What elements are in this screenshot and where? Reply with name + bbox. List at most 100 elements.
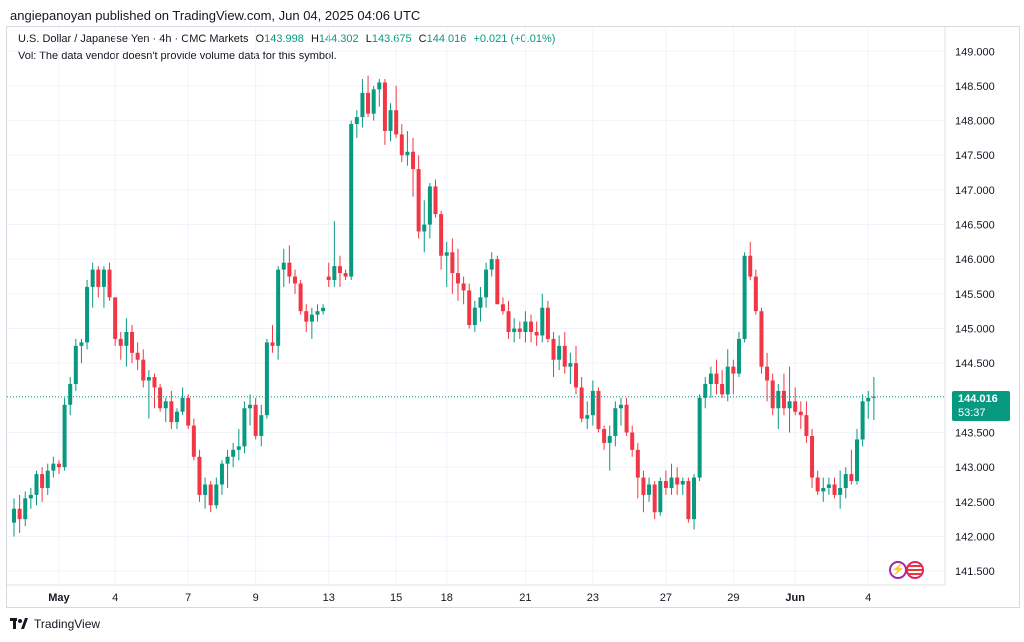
candle-body [838,487,843,495]
candle-body [337,266,342,274]
candle-body [332,266,337,281]
candle [579,377,584,423]
time-axis: May 4 7 9 13 15 18 21 23 27 29 Jun 4 [48,592,871,604]
x-tick-label: 18 [441,592,453,604]
us-flag-icon[interactable] [906,561,924,579]
candle [686,477,691,523]
candle [366,75,371,118]
candle [562,331,567,374]
candle [180,387,185,416]
candle [169,390,174,430]
candle [208,481,213,513]
candle [174,408,179,430]
candle-body [821,487,826,492]
candle [354,110,359,138]
candle-body [602,429,607,443]
chart-grid [7,27,946,586]
x-tick-label: 29 [727,592,739,604]
candle [534,321,539,346]
candle-body [725,366,730,395]
footer-brand: TradingView [10,617,100,631]
high-label: H [310,33,319,45]
candle-body [276,269,281,346]
candle-body [214,484,219,506]
candle [770,373,775,416]
candle [838,470,843,509]
candle-body [107,269,112,298]
candle [821,477,826,502]
candle [349,120,354,281]
symbol-title[interactable]: U.S. Dollar / Japanese Yen · 4h · CMC Ma… [18,33,249,45]
candle-body [321,307,326,312]
candle-body [203,484,208,495]
candle-body [736,338,741,374]
candle [73,338,78,391]
candle-body [219,463,224,485]
candle-body [411,151,416,170]
candle [742,252,747,343]
candle [826,477,831,495]
candle [540,293,545,343]
candle [798,401,803,430]
candle [315,304,320,322]
candle-body [377,82,382,90]
candle-body [568,363,573,367]
candle [517,321,522,339]
price-axis: 149.000 148.500 148.000 147.500 147.000 146.5… [955,46,995,578]
candle [545,300,550,343]
candle [551,331,556,378]
candle [45,463,50,495]
candle [669,463,674,495]
candle [146,370,151,419]
candle [62,397,67,471]
lightning-icon[interactable]: ⚡ [889,561,907,579]
candle-body [293,276,297,284]
chart-frame [6,26,1020,608]
candle [219,460,224,495]
candle-body [135,352,140,360]
candle [203,477,208,509]
candle [17,494,22,534]
candle-body [697,397,702,478]
candle-body [590,390,595,416]
candle [652,481,657,520]
candle-body [551,338,556,360]
candle [574,345,578,395]
candle-body [714,373,719,384]
candle [321,304,326,315]
candle-body [152,377,157,388]
candle [107,262,112,301]
candle-body [467,290,472,326]
candle-body [130,331,135,353]
candle-body [759,311,764,367]
y-tick-label: 149.000 [955,46,995,58]
candle [596,387,601,433]
low-value: 143.675 [371,33,412,45]
candle-body [512,328,517,332]
x-tick-label: 7 [185,592,191,604]
candle-body [607,435,612,443]
candle-body [68,383,73,405]
open-label: O [255,33,265,45]
candle [388,103,393,142]
candle-body [113,297,118,339]
candle [399,124,404,163]
candle [248,394,253,426]
candle-body [371,89,376,114]
candle [781,373,786,416]
x-tick-label: May [48,592,70,604]
candle-body [248,404,253,409]
candle [590,380,595,426]
y-tick-label: 141.500 [955,566,995,578]
candle-body [186,397,191,426]
candle [96,266,101,298]
candle-body [399,134,404,156]
candle-body [669,477,674,488]
candle [512,318,517,343]
candle-body [613,408,618,436]
candle [411,137,416,197]
candle [855,429,859,485]
candle [293,269,297,294]
candle-body [523,321,528,332]
